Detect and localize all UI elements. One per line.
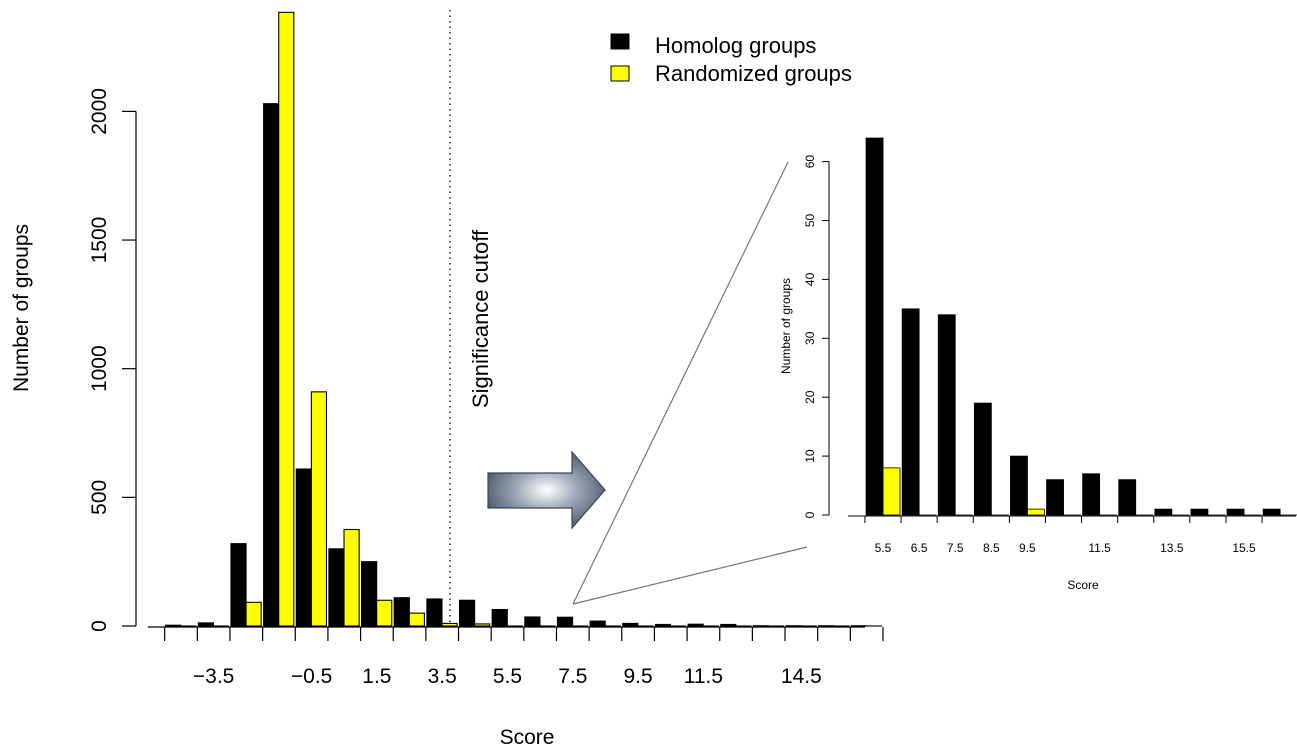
inset-x-tick-label: 9.5 (1019, 541, 1036, 555)
main-bar-homolog-2.5 (393, 597, 410, 627)
inset-x-tick-label: 11.5 (1088, 541, 1111, 555)
main-bar-homolog--2.5 (230, 543, 247, 627)
inset-bar-homolog-5.5 (865, 137, 884, 516)
legend: Homolog groups Randomized groups (610, 33, 852, 86)
main-y-axis: 0 500 1000 1500 2000 (88, 88, 137, 632)
main-bar-homolog-11.5 (687, 623, 704, 627)
inset-bar-homolog-14.5 (1190, 508, 1209, 516)
inset-x-tick-label: 5.5 (875, 541, 892, 555)
legend-label-randomized: Randomized groups (655, 61, 852, 86)
main-x-tick-label: −3.5 (193, 665, 234, 688)
inset-bar-randomized-9.5 (1027, 508, 1045, 516)
inset-y-tick-label: 50 (803, 214, 817, 228)
zoom-line-bottom (572, 546, 808, 605)
inset-y-axis-label: Number of groups (779, 278, 793, 374)
main-bar-homolog-4.5 (458, 599, 476, 627)
zoom-line-top (572, 161, 789, 605)
main-bar-homolog-5.5 (491, 608, 508, 627)
inset-x-axis-label: Score (1067, 578, 1099, 592)
main-bar-randomized--1.5 (278, 11, 295, 627)
inset-bar-homolog-10.5 (1046, 479, 1064, 516)
inset-x-tick-label: 15.5 (1232, 541, 1256, 555)
main-bar-randomized-1.5 (376, 599, 393, 627)
main-x-tick-label: 7.5 (558, 665, 587, 688)
inset-x-axis: 5.5 6.5 7.5 8.5 9.5 11.5 13.5 15.5 (848, 515, 1296, 555)
main-bar-randomized--2.5 (245, 601, 262, 627)
main-bar-homolog--0.5 (295, 468, 312, 627)
main-bar-homolog-12.5 (720, 623, 737, 627)
main-bar-randomized--0.5 (310, 391, 328, 627)
main-x-tick-label: 14.5 (781, 665, 822, 688)
inset-x-tick-label: 7.5 (947, 541, 964, 555)
inset-y-tick-label: 60 (803, 155, 817, 169)
significance-cutoff-label: Significance cutoff (468, 229, 493, 408)
main-bar-homolog-3.5 (426, 598, 443, 627)
main-bar-randomized-0.5 (343, 528, 360, 627)
legend-swatch-randomized (610, 65, 630, 82)
main-x-tick-label: 3.5 (428, 665, 457, 688)
inset-bar-randomized-5.5 (882, 467, 901, 516)
inset-chart: 0 10 20 30 40 50 60 5.5 6.5 7.5 8.5 9.5 11.5 13.5 15.… (779, 137, 1297, 592)
main-y-tick-label: 500 (88, 480, 111, 515)
inset-y-tick-label: 40 (803, 272, 817, 286)
main-y-tick-label: 2000 (88, 88, 111, 135)
main-bar-randomized-4.5 (474, 623, 491, 627)
zoom-connector-lines (572, 161, 808, 605)
inset-y-tick-label: 0 (803, 511, 817, 518)
gradient-right-arrow (487, 450, 606, 530)
inset-bar-homolog-6.5 (901, 308, 920, 516)
main-bar-homolog-6.5 (524, 616, 541, 627)
main-bar-homolog-9.5 (622, 622, 639, 627)
main-y-tick-label: 0 (88, 620, 111, 632)
main-bar-randomized-2.5 (408, 612, 425, 627)
main-x-tick-label: −0.5 (291, 665, 332, 688)
inset-y-axis: 0 10 20 30 40 50 60 (803, 155, 830, 518)
main-bar-homolog-10.5 (654, 623, 672, 627)
main-y-axis-label: Number of groups (10, 224, 33, 392)
inset-x-tick-label: 8.5 (983, 541, 1000, 555)
main-y-tick-label: 1000 (88, 345, 111, 392)
legend-swatch-homolog (610, 33, 630, 50)
inset-bars (865, 137, 1297, 516)
main-bar-homolog--3.5 (197, 622, 214, 627)
main-bar-homolog-7.5 (556, 616, 574, 627)
inset-bar-homolog-9.5 (1010, 455, 1028, 516)
main-y-tick-label: 1500 (88, 217, 111, 264)
main-bar-homolog-1.5 (361, 561, 378, 627)
main-x-tick-label: 11.5 (684, 665, 723, 688)
main-x-tick-label: 5.5 (493, 665, 522, 688)
main-x-axis: −3.5 −0.5 1.5 3.5 5.5 7.5 9.5 11.5 14.5 (148, 626, 884, 688)
inset-y-tick-label: 10 (803, 449, 817, 463)
inset-bar-homolog-15.5 (1226, 508, 1245, 516)
inset-bar-homolog-16.5 (1262, 508, 1281, 516)
inset-bar-homolog-13.5 (1154, 508, 1173, 516)
inset-x-tick-label: 6.5 (911, 541, 928, 555)
main-x-axis-label: Score (500, 726, 555, 749)
main-bar-homolog--4.5 (165, 624, 182, 627)
main-x-tick-label: 1.5 (362, 665, 391, 688)
main-bar-homolog-8.5 (589, 620, 606, 627)
legend-label-homolog: Homolog groups (655, 33, 816, 58)
inset-bar-homolog-11.5 (1082, 473, 1101, 516)
main-bar-randomized-3.5 (441, 622, 458, 627)
main-bars (165, 11, 883, 627)
inset-y-tick-label: 30 (803, 331, 817, 345)
inset-x-tick-label: 13.5 (1160, 541, 1184, 555)
inset-bar-homolog-12.5 (1118, 479, 1137, 516)
inset-bar-homolog-7.5 (937, 314, 956, 516)
main-x-tick-label: 9.5 (623, 665, 652, 688)
main-bar-homolog-0.5 (328, 548, 345, 627)
inset-bar-homolog-8.5 (973, 402, 992, 516)
main-bar-homolog--1.5 (263, 103, 280, 627)
inset-y-tick-label: 20 (803, 390, 817, 404)
